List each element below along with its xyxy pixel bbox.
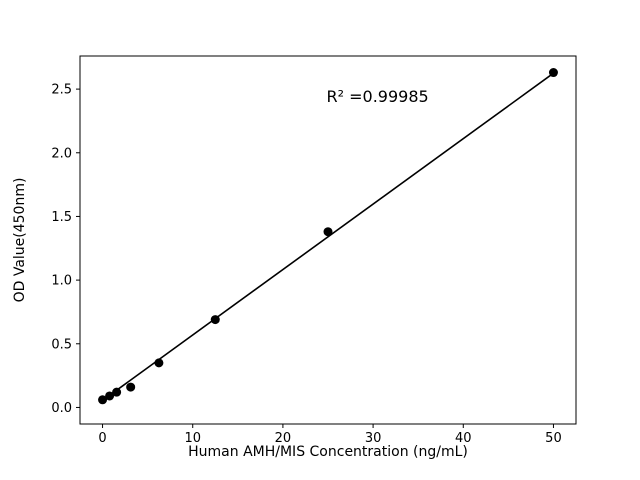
data-point [548, 68, 558, 78]
y-tick-label: 1.5 [51, 210, 72, 225]
data-point [105, 391, 115, 401]
data-point [210, 315, 220, 325]
x-axis-label: Human AMH/MIS Concentration (ng/mL) [188, 444, 468, 460]
y-tick-label: 2.0 [51, 146, 72, 161]
data-point [126, 382, 136, 392]
y-axis-label: OD Value(450nm) [12, 178, 28, 303]
x-tick-label: 50 [545, 431, 562, 446]
data-point [112, 387, 122, 397]
x-tick-label: 10 [184, 431, 201, 446]
x-tick-label: 0 [98, 431, 106, 446]
x-tick-label: 30 [365, 431, 382, 446]
data-point [98, 395, 108, 405]
plot-border [79, 55, 577, 425]
plot-layer: 0 10 20 30 40 50 0.0 0.5 1.0 1.5 2.0 2.5 [51, 55, 577, 446]
y-tick-label: 2.5 [51, 83, 72, 98]
x-tick-label: 40 [455, 431, 472, 446]
y-tick-label: 0.5 [51, 337, 72, 352]
r-squared-annotation: R² =0.99985 [327, 87, 429, 106]
fit-line [102, 72, 554, 402]
y-tick-label: 1.0 [51, 274, 72, 289]
x-tick-label: 20 [275, 431, 292, 446]
y-tick-label: 0.0 [51, 401, 72, 416]
data-point [323, 227, 333, 237]
data-point [154, 358, 164, 368]
